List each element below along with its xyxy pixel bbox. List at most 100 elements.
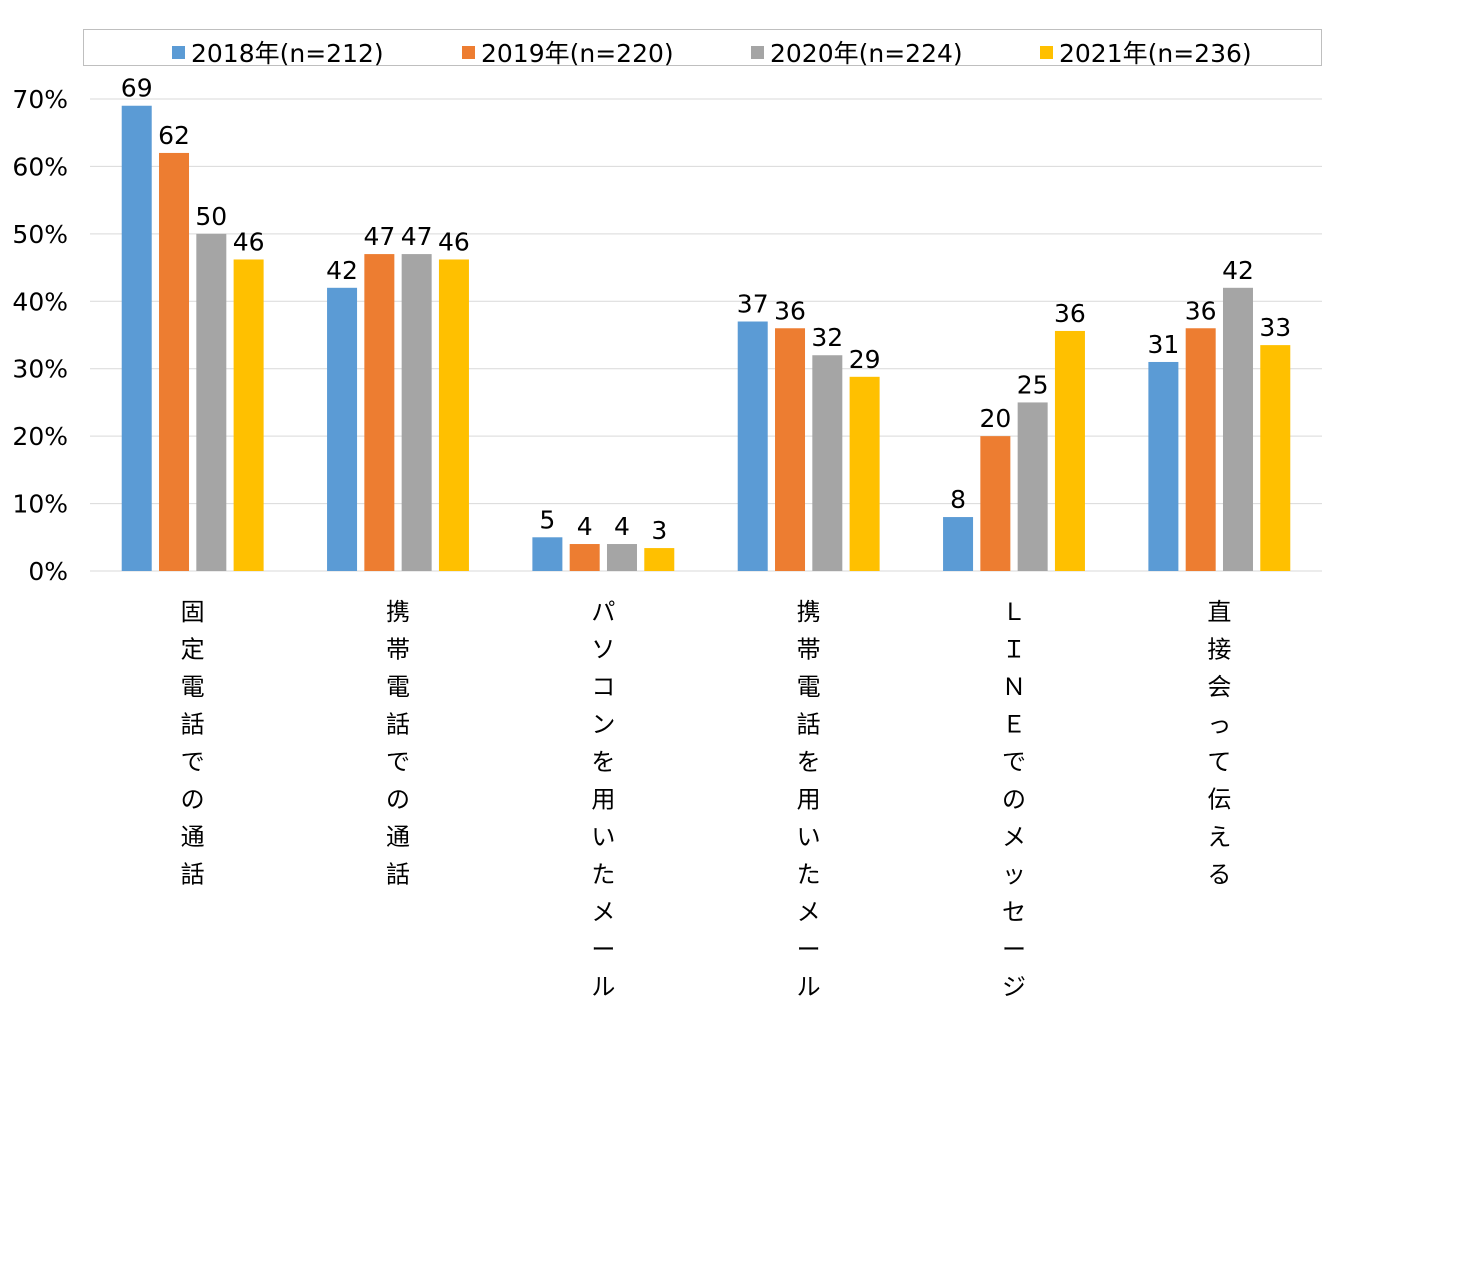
category-label-char: パ [591, 598, 615, 626]
legend-swatch [1040, 45, 1053, 59]
category-label-char: ッ [1002, 861, 1026, 889]
category-label-char: 用 [797, 786, 821, 814]
category-label-char: 直 [1207, 598, 1231, 626]
category-label-char: た [591, 861, 615, 889]
category-label-char: 携 [797, 598, 821, 626]
category-label-char: コ [591, 673, 615, 701]
category-label-char: 帯 [797, 636, 821, 664]
category-label-char: 伝 [1207, 786, 1231, 814]
legend-swatch [462, 45, 475, 59]
data-label: 46 [438, 227, 470, 256]
y-tick-label: 70% [12, 85, 68, 114]
category-label-char: ー [1002, 936, 1026, 964]
category-label-char: を [797, 748, 821, 776]
bar [233, 259, 264, 571]
category-label-char: Ｉ [1002, 636, 1026, 664]
category-label-char: 定 [181, 636, 205, 664]
data-label: 47 [401, 222, 433, 251]
data-label: 42 [326, 256, 358, 285]
legend-label: 2021年(n=236) [1059, 39, 1252, 68]
y-tick-label: 10% [12, 490, 68, 519]
bar [775, 328, 806, 571]
category-label-char: ー [797, 936, 821, 964]
data-label: 62 [158, 121, 190, 150]
category-label-char: の [1002, 786, 1026, 814]
category-label-char: Ｌ [1002, 598, 1026, 626]
bar [569, 544, 600, 571]
category-label-char: で [181, 748, 205, 776]
category-label-char: メ [797, 898, 821, 926]
category-label-char: ー [591, 936, 615, 964]
y-tick-label: 40% [12, 287, 68, 316]
category-label-char: セ [1002, 898, 1026, 926]
bar [159, 152, 190, 571]
category-label-char: Ｅ [1002, 711, 1026, 739]
bar [327, 287, 358, 571]
legend-label: 2018年(n=212) [191, 39, 384, 68]
data-label: 25 [1017, 370, 1049, 399]
category-label-char: Ｎ [1002, 673, 1026, 701]
bar [401, 254, 432, 572]
category-label-char: た [797, 861, 821, 889]
data-label: 36 [1185, 296, 1217, 325]
data-label: 50 [195, 202, 227, 231]
category-label-char: 電 [797, 673, 821, 701]
data-label: 31 [1147, 330, 1179, 359]
data-label: 4 [577, 512, 593, 541]
bar [532, 537, 563, 571]
category-label-char: ル [797, 973, 821, 1001]
bar [1017, 402, 1048, 571]
category-label-char: 帯 [386, 636, 410, 664]
bar [849, 376, 880, 571]
category-label-char: る [1207, 861, 1231, 889]
data-label: 37 [737, 290, 769, 319]
category-label-char: え [1207, 823, 1231, 851]
data-label: 8 [950, 485, 966, 514]
category-label-char: メ [591, 898, 615, 926]
legend: 2018年(n=212) 2019年(n=220) 2020年(n=224) 2021… [83, 29, 1322, 68]
category-label-char: 話 [386, 861, 410, 889]
category-label-char: 話 [386, 711, 410, 739]
category-label-char: 電 [386, 673, 410, 701]
y-tick-label: 30% [12, 355, 68, 384]
bar [644, 548, 675, 571]
category-label-char: 携 [386, 598, 410, 626]
category-label-char: い [797, 823, 821, 851]
bar [1054, 330, 1085, 571]
category-label-char: っ [1207, 711, 1231, 739]
category-label-char: 会 [1207, 673, 1231, 701]
data-label: 4 [614, 512, 630, 541]
legend-item: 2021年(n=236) [1040, 34, 1252, 70]
category-label-char: ソ [591, 636, 615, 664]
legend-label: 2020年(n=224) [770, 39, 963, 68]
category-label-char: 電 [181, 673, 205, 701]
category-label-char: で [386, 748, 410, 776]
bar [812, 355, 843, 571]
bar [943, 517, 974, 571]
data-label: 36 [774, 296, 806, 325]
bar [121, 105, 152, 571]
data-label: 33 [1259, 313, 1291, 342]
data-label: 46 [233, 227, 265, 256]
category-label-char: を [591, 748, 615, 776]
category-label-char: ル [591, 973, 615, 1001]
category-label-char: ン [591, 711, 615, 739]
data-label: 42 [1222, 256, 1254, 285]
bar [1222, 287, 1253, 571]
bar [364, 254, 395, 572]
legend-swatch [751, 45, 764, 59]
category-label-char: 用 [591, 786, 615, 814]
data-label: 32 [811, 323, 843, 352]
data-label: 36 [1054, 299, 1086, 328]
data-label: 47 [363, 222, 395, 251]
bar [1148, 361, 1179, 571]
category-label-char: ジ [1002, 973, 1026, 1001]
legend-label: 2019年(n=220) [481, 39, 674, 68]
category-label-char: 固 [181, 598, 205, 626]
category-label-char: 通 [386, 823, 410, 851]
category-label-char: 接 [1207, 636, 1231, 664]
legend-item: 2018年(n=212) [172, 34, 384, 70]
category-label-char: の [181, 786, 205, 814]
y-tick-label: 0% [28, 557, 68, 586]
